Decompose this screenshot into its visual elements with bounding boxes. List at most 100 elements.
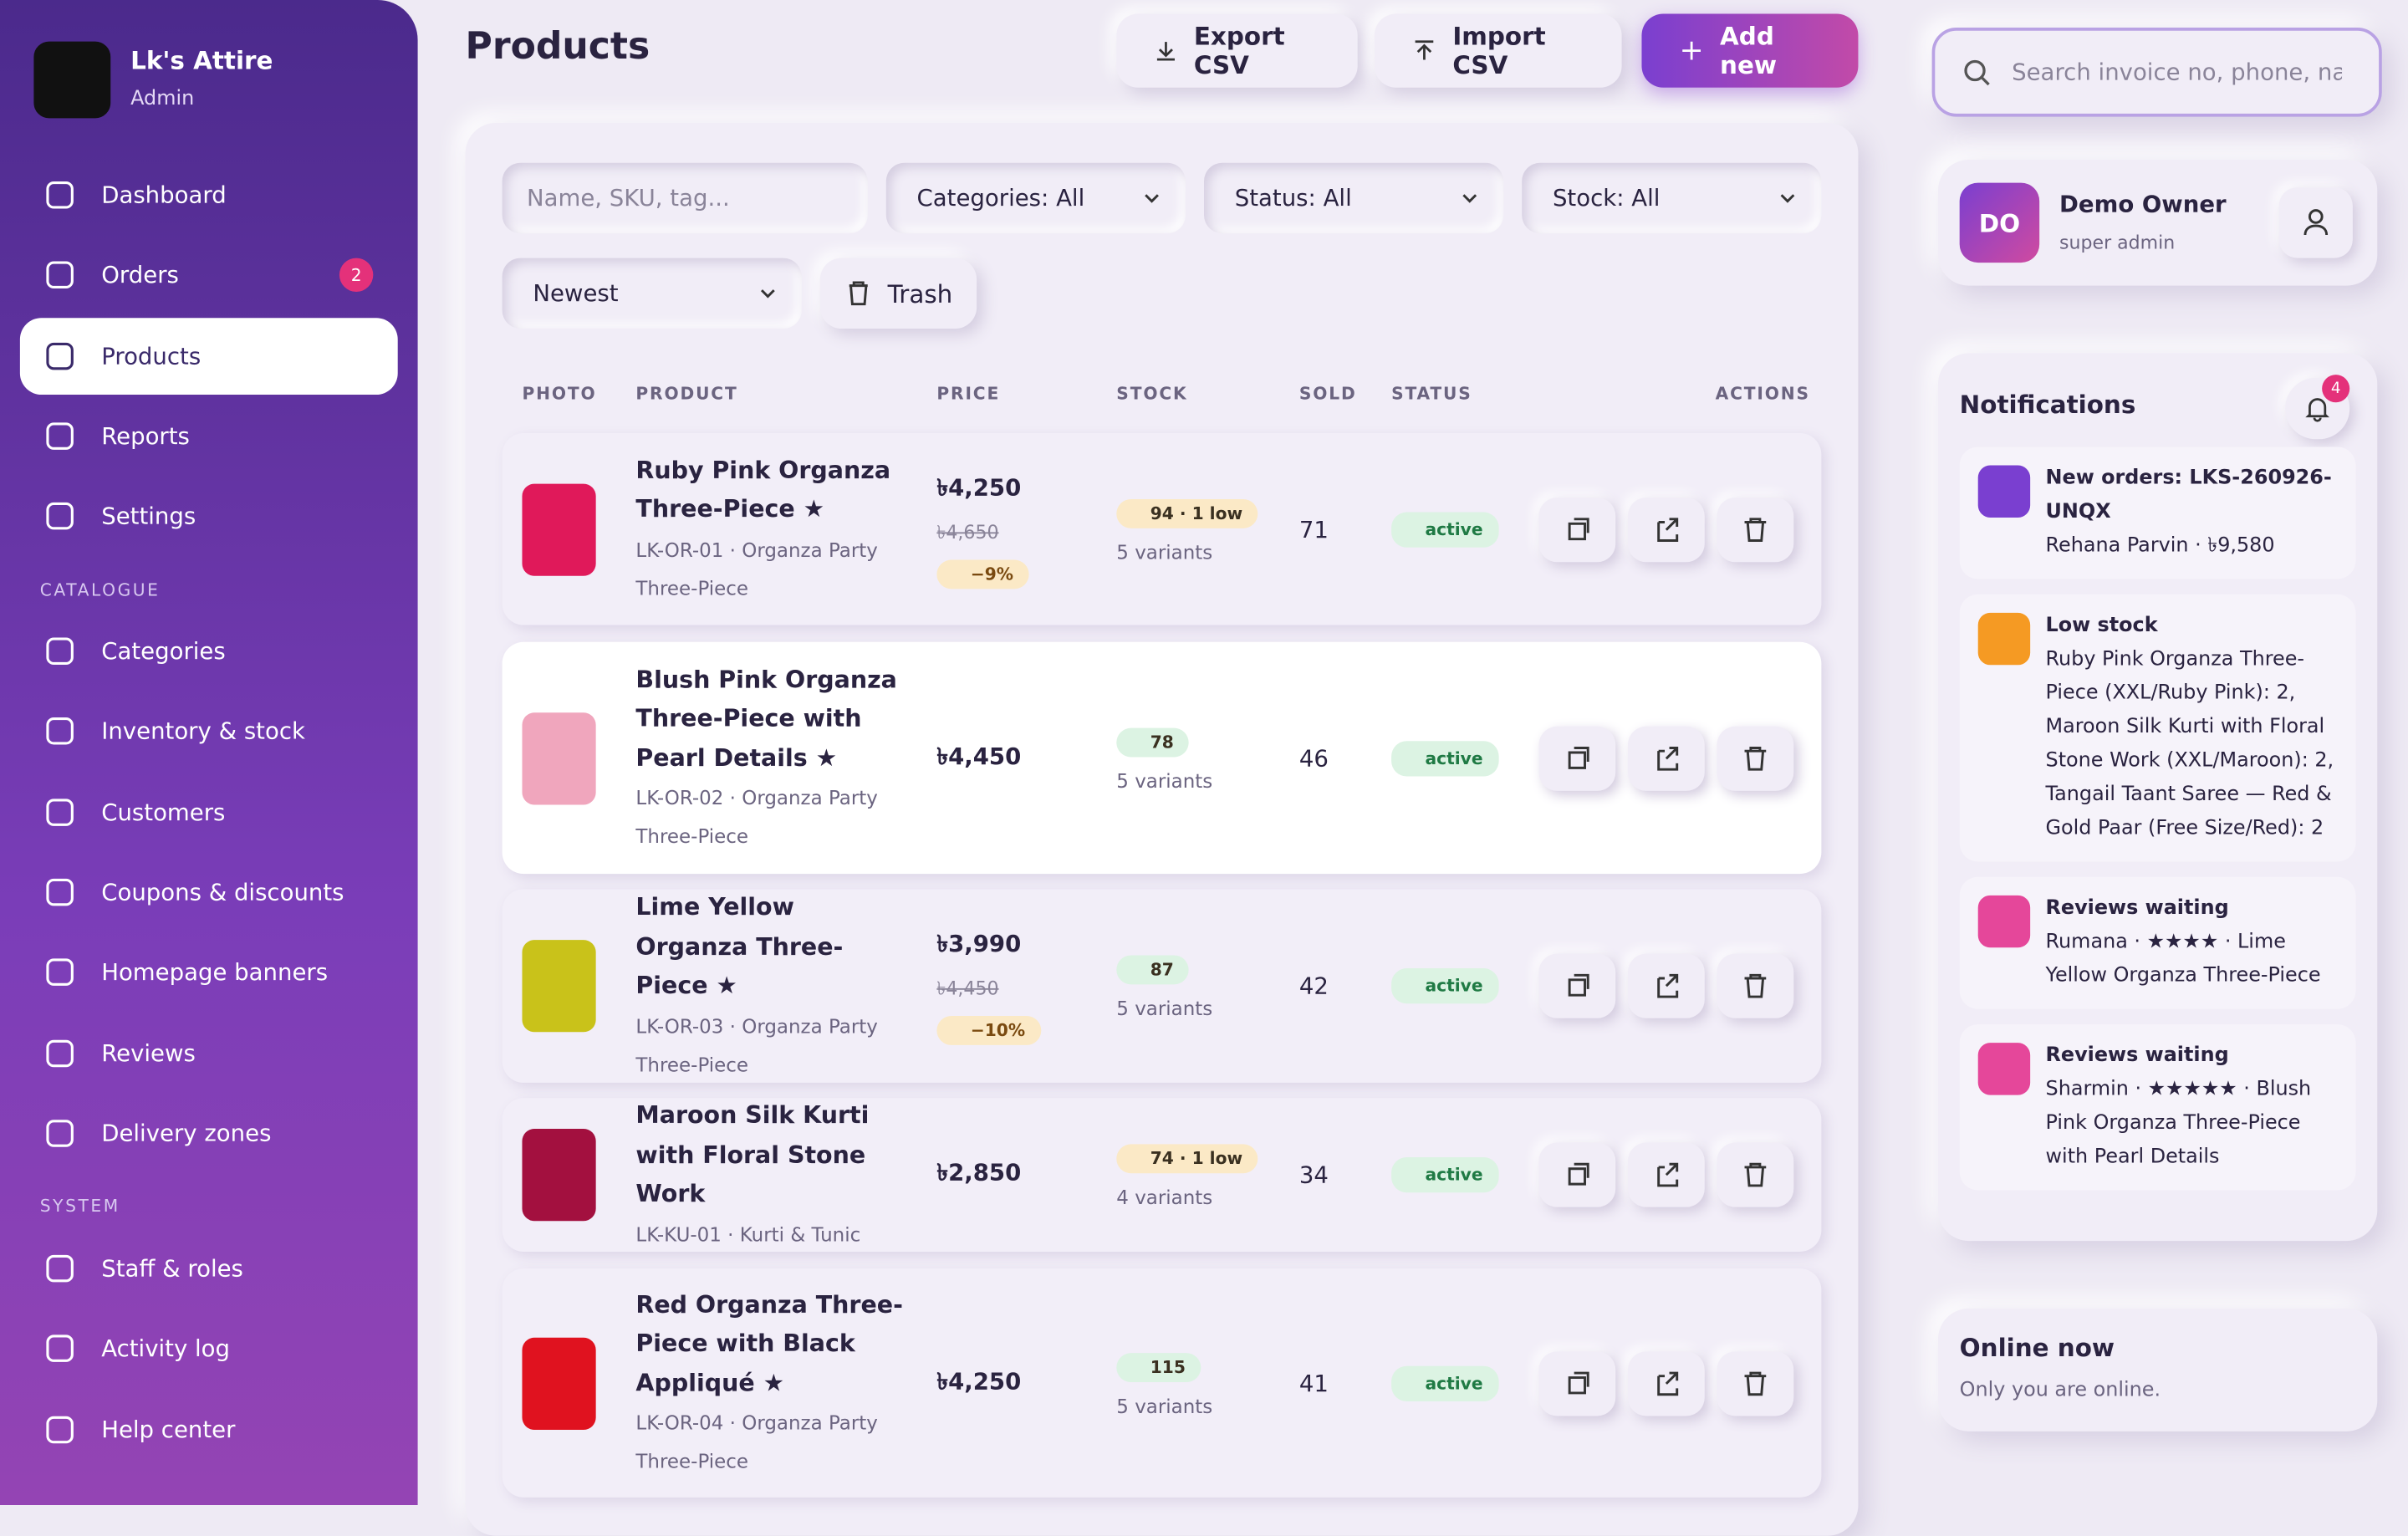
action-button[interactable]	[1538, 725, 1616, 791]
product-info: Ruby Pink Organza Three-Piece ★ LK-OR-01 …	[635, 452, 912, 607]
nav-item[interactable]: Staff & roles	[20, 1230, 398, 1307]
notification[interactable]: New orders: LKS-260926-UNQX Rehana Parvin…	[1959, 447, 2356, 579]
filter-select[interactable]: Categories: All	[885, 162, 1186, 234]
product-photo	[522, 1129, 596, 1222]
product-name: Maroon Silk Kurti with Floral Stone Work	[635, 1101, 870, 1208]
action-button[interactable]	[1538, 953, 1616, 1018]
action-button[interactable]	[1717, 725, 1794, 791]
product-row[interactable]: Red Organza Three-Piece with Black Appli…	[502, 1268, 1822, 1498]
action-button[interactable]	[1538, 497, 1616, 562]
header-button[interactable]: Export CSV	[1116, 13, 1358, 88]
chevron	[760, 289, 775, 299]
chevron	[1145, 194, 1159, 203]
product-meta: LK-OR-01 · Organza Party Three-Piece	[635, 537, 878, 600]
nav-item[interactable]: Orders 2	[20, 237, 398, 314]
nav-item[interactable]: Help center	[20, 1391, 398, 1467]
price: ৳4,250	[936, 1366, 1022, 1395]
stock-badge: 74 · 1 low	[1116, 1144, 1258, 1174]
icon	[46, 717, 74, 746]
product-row[interactable]: Ruby Pink Organza Three-Piece ★ LK-OR-01 …	[502, 432, 1822, 625]
product-photo	[522, 482, 596, 575]
column-header: ACTIONS	[1715, 384, 1810, 405]
chevron	[1462, 194, 1477, 203]
action-button[interactable]	[1627, 1142, 1705, 1207]
button-icon	[1156, 42, 1175, 61]
nav-item[interactable]: Dashboard	[20, 156, 398, 233]
notification[interactable]: Reviews waiting Rumana · ★★★★ · Lime Yell…	[1959, 876, 2356, 1009]
notification-text: Rehana Parvin · ৳9,580	[2045, 534, 2275, 558]
nav-label: Reports	[101, 421, 190, 450]
icon	[46, 422, 74, 450]
sold: 46	[1298, 743, 1329, 772]
nav-item[interactable]: Reports	[20, 398, 398, 475]
role: Admin	[130, 87, 195, 111]
status: active	[1391, 968, 1498, 1004]
global-search[interactable]: Search invoice no, phone, nam	[1931, 28, 2382, 117]
nav-item[interactable]: Reviews	[20, 1014, 398, 1091]
online-card: Online now Only you are online.	[1937, 1308, 2378, 1431]
icon	[46, 798, 74, 826]
header-button[interactable]: Add new	[1641, 13, 1859, 88]
trash-button[interactable]: Trash	[819, 258, 977, 329]
nav-badge: 2	[339, 258, 374, 293]
select-label: Status: All	[1234, 184, 1352, 212]
filter-select[interactable]: Stock: All	[1522, 162, 1822, 234]
action-button[interactable]	[1627, 953, 1705, 1018]
action-button[interactable]	[1627, 725, 1705, 791]
nav-item[interactable]: Products	[19, 317, 398, 395]
nav-item[interactable]: Categories	[20, 613, 398, 690]
online-text: Only you are online.	[1959, 1379, 2161, 1402]
chevron	[1780, 194, 1795, 203]
notification-icon	[1977, 1043, 2031, 1095]
product-row[interactable]: Maroon Silk Kurti with Floral Stone Work…	[502, 1097, 1822, 1253]
action-button[interactable]	[1717, 1142, 1794, 1207]
action-button[interactable]	[1627, 1350, 1705, 1416]
nav-item[interactable]: Inventory & stock	[20, 693, 398, 770]
icon	[46, 503, 74, 530]
action-button[interactable]	[1717, 1350, 1794, 1416]
app: Lk's Attire Admin Dashboard Orders 2 Produc…	[0, 0, 2382, 1506]
icon	[46, 1119, 74, 1147]
variants: 5 variants	[1116, 1393, 1213, 1417]
action-button[interactable]	[1717, 497, 1794, 562]
product-row[interactable]: Lime Yellow Organza Three-Piece ★ LK-OR-0…	[502, 889, 1822, 1083]
notification-icon	[1977, 895, 2031, 948]
nav-item[interactable]: Settings	[20, 478, 398, 555]
column-header: PRODUCT	[635, 384, 738, 405]
product-info: Maroon Silk Kurti with Floral Stone Work…	[635, 1097, 912, 1253]
discount: −10%	[936, 1016, 1041, 1045]
old-price: ৳4,450	[936, 977, 999, 999]
action-button[interactable]	[1538, 1350, 1616, 1416]
button-icon	[1682, 41, 1701, 60]
sold: 42	[1298, 972, 1329, 1000]
product-meta: LK-KU-01 · Kurti & Tunic	[635, 1222, 861, 1246]
filter-search[interactable]: Name, SKU, tag...	[502, 162, 868, 234]
button-label: Add new	[1720, 21, 1778, 80]
icon	[46, 181, 74, 209]
bell[interactable]: 4	[2285, 375, 2350, 440]
notification[interactable]: Low stock Ruby Pink Organza Three-Piece (…	[1959, 594, 2356, 862]
action-button[interactable]	[1717, 953, 1794, 1018]
sort-select[interactable]: Newest	[502, 258, 802, 329]
action-button[interactable]	[1627, 497, 1705, 562]
header-button[interactable]: Import CSV	[1374, 13, 1622, 88]
notification-title: Reviews waiting	[2045, 896, 2229, 921]
price-cell: ৳3,990 ৳4,450 −10%	[936, 926, 1041, 1045]
variants: 4 variants	[1116, 1185, 1213, 1209]
select-label: Stock: All	[1552, 184, 1661, 212]
nav-item[interactable]: Coupons & discounts	[20, 854, 398, 931]
nav-item[interactable]: Homepage banners	[20, 934, 398, 1011]
nav-item[interactable]: Customers	[20, 773, 398, 850]
action-button[interactable]	[1538, 1142, 1616, 1207]
product-info: Blush Pink Organza Three-Piece with Pear…	[635, 661, 912, 855]
notification[interactable]: Reviews waiting Sharmin · ★★★★★ · Blush P…	[1959, 1024, 2356, 1191]
column-header: STATUS	[1391, 384, 1472, 405]
icon	[46, 1254, 74, 1283]
profile-button[interactable]	[2278, 187, 2353, 258]
user-name: Demo Owner	[2059, 190, 2227, 218]
nav-item[interactable]: Delivery zones	[20, 1095, 398, 1171]
filter-select[interactable]: Status: All	[1204, 162, 1504, 234]
nav-item[interactable]: Activity log	[20, 1310, 398, 1387]
product-row[interactable]: Blush Pink Organza Three-Piece with Pear…	[502, 641, 1822, 875]
product-name: Red Organza Three-Piece with Black Appli…	[635, 1290, 903, 1397]
